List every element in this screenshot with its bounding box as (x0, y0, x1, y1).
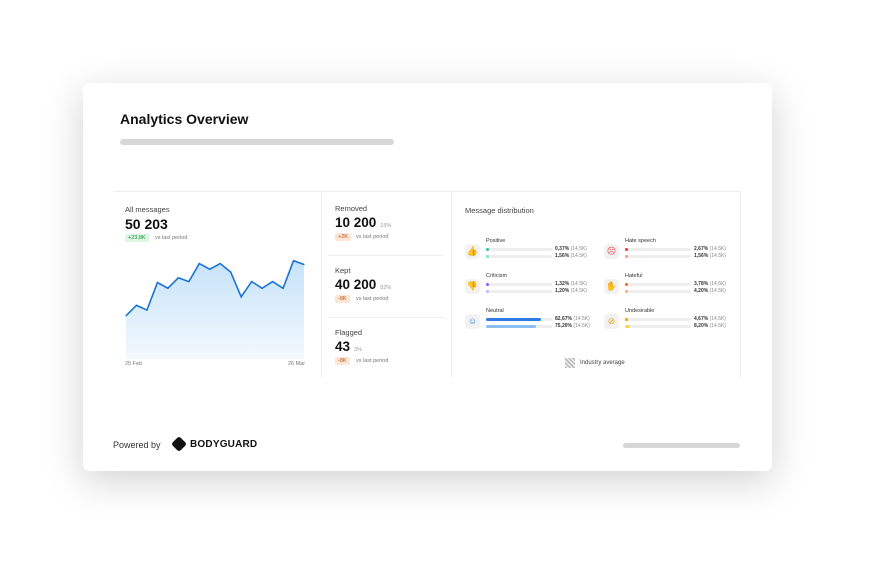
analytics-card: Analytics Overview All messages 50 203 +… (83, 83, 772, 471)
chart-point (198, 262, 200, 265)
vs-label: vs last period (356, 296, 389, 302)
industry-bar (625, 325, 691, 328)
distribution-row: 👎 Criticism 1,32% (14.5K) 1,20% (14.5K) (465, 273, 595, 303)
placeholder-bar (623, 443, 740, 448)
industry-bar (486, 325, 552, 328)
value-label: 1,32% (14.5K) (555, 281, 587, 287)
stat-value: 10 200 15% (335, 215, 392, 230)
distribution-row: 👍 Positive 0,37% (14.5K) 1,56% (14.5K) (465, 238, 595, 268)
value-bar (486, 318, 552, 321)
page-title: Analytics Overview (120, 111, 249, 127)
neutral-face-icon: ☺ (465, 314, 480, 329)
category-name: Undesirable (625, 308, 655, 314)
x-end-label: 26 Mar (288, 361, 306, 367)
chart-point (303, 263, 305, 266)
hand-icon: ✋ (604, 279, 619, 294)
value-bar (625, 318, 691, 321)
powered-by-label: Powered by (113, 440, 161, 450)
industry-value-label: 8,20% (14.5K) (694, 323, 726, 329)
stats-panel: All messages 50 203 +23,8K vs last perio… (113, 191, 741, 378)
industry-bar (625, 255, 691, 258)
chart-point (209, 268, 211, 270)
chart-point (146, 309, 148, 311)
chart-point (188, 281, 190, 283)
distribution-row: ☹ Hate speech 2,67% (14.5K) 1,56% (14.5K… (604, 238, 734, 268)
x-start-label: 25 Feb (125, 361, 143, 367)
all-messages-value: 50 203 (125, 216, 168, 232)
chart-point (167, 287, 169, 289)
value-bar (486, 248, 552, 251)
distribution-row: ⊘ Undesirable 4,67% (14.5K) 8,20% (14.5K… (604, 308, 734, 338)
hatch-legend-icon (565, 358, 575, 368)
chart-point (240, 296, 242, 298)
industry-value-label: 1,56% (14.5K) (694, 253, 726, 259)
angry-face-icon: ☹ (604, 244, 619, 259)
industry-value-label: 4,20% (14.5K) (694, 288, 726, 294)
chart-point (219, 262, 221, 265)
chart-point (251, 281, 253, 283)
stat-value: 43 3% (335, 339, 362, 354)
prohibited-icon: ⊘ (604, 314, 619, 329)
stat-label: Removed (335, 204, 368, 213)
value-bar (486, 283, 552, 286)
change-badge: -8K (335, 295, 350, 303)
distribution-title: Message distribution (465, 206, 534, 215)
change-badge: -8K (335, 357, 350, 365)
chart-point (261, 287, 263, 289)
brand-name: BODYGUARD (190, 439, 258, 450)
distribution-row: ☺ Neutral 82,67% (14.5K) 75,20% (14.5K) (465, 308, 595, 338)
chart-point (156, 281, 159, 284)
industry-value-label: 75,20% (14.5K) (555, 323, 590, 329)
legend-label: Industry average (580, 360, 625, 366)
industry-value-label: 1,20% (14.5K) (555, 288, 587, 294)
value-bar (625, 283, 691, 286)
vs-label: vs last period (356, 234, 389, 240)
change-badge: +23,8K (125, 234, 149, 242)
category-name: Criticism (486, 273, 508, 279)
chart-point (230, 271, 232, 273)
thumbs-down-icon: 👎 (465, 279, 480, 294)
change-badge: +2K (335, 233, 351, 241)
category-name: Neutral (486, 308, 504, 314)
industry-bar (625, 290, 691, 293)
placeholder-bar (120, 139, 394, 145)
chart-point (292, 260, 295, 262)
vs-label: vs last period (155, 235, 188, 241)
chart-point (271, 281, 274, 283)
stat-label: Flagged (335, 328, 363, 337)
industry-bar (486, 290, 552, 293)
value-label: 3,78% (14.5K) (694, 281, 726, 287)
industry-value-label: 1,56% (14.5K) (555, 253, 587, 259)
stat-value: 40 200 82% (335, 277, 392, 292)
chart-point (177, 277, 179, 279)
chart-point (135, 304, 138, 306)
industry-bar (486, 255, 552, 258)
bodyguard-logo-icon (171, 436, 187, 452)
stat-label: Kept (335, 266, 351, 275)
value-label: 0,37% (14.5K) (555, 246, 587, 252)
value-label: 4,67% (14.5K) (694, 316, 726, 322)
category-name: Hateful (625, 273, 643, 279)
value-label: 2,67% (14.5K) (694, 246, 726, 252)
category-name: Positive (486, 238, 506, 244)
chart-point (282, 287, 284, 289)
chart-line (125, 259, 305, 317)
value-bar (625, 248, 691, 251)
chart-point (125, 315, 127, 317)
chart-area (126, 260, 304, 359)
distribution-row: ✋ Hateful 3,78% (14.5K) 4,20% (14.5K) (604, 273, 734, 303)
category-name: Hate speech (625, 238, 656, 244)
vs-label: vs last period (356, 358, 389, 364)
messages-area-chart (125, 259, 305, 359)
value-label: 82,67% (14.5K) (555, 316, 590, 322)
all-messages-label: All messages (125, 205, 170, 214)
thumbs-up-icon: 👍 (465, 244, 480, 259)
